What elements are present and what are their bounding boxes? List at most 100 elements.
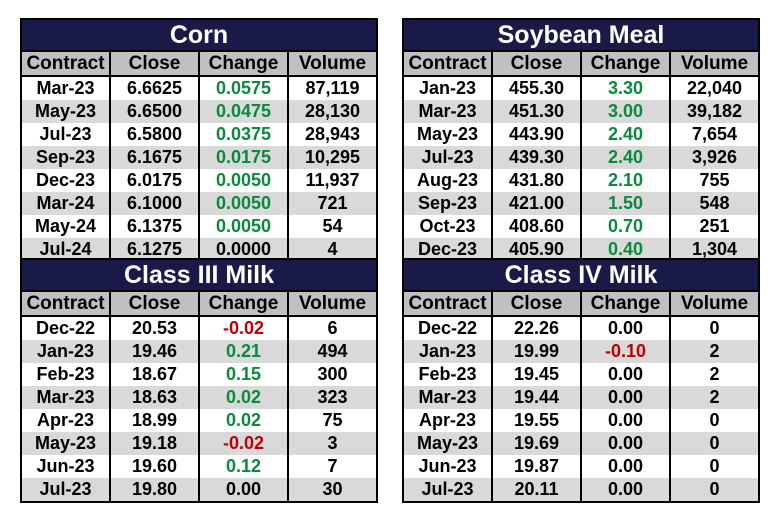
- column-header: Volume: [680, 293, 749, 314]
- volume-cell: 494: [317, 341, 348, 361]
- table-row: Mar-23 18.63 0.02 323: [22, 386, 376, 409]
- close-cell: 18.63: [111, 386, 200, 409]
- volume-cell: 0: [709, 479, 720, 499]
- class-iii-milk-table: Class III Milk Contract Close Change Volume D…: [20, 258, 378, 503]
- close-cell: 19.80: [111, 478, 200, 501]
- table-row: Jan-23 19.46 0.21 494: [22, 340, 376, 363]
- close-cell: 20.11: [493, 478, 582, 501]
- contract-cell: Jun-23: [404, 455, 493, 478]
- change-cell: 0.21: [200, 340, 289, 363]
- volume-cell: 2: [709, 387, 720, 407]
- change-cell: 0.0000: [200, 238, 289, 261]
- change-cell: 0.0050: [200, 215, 289, 238]
- change-cell: 0.00: [582, 432, 671, 455]
- close-cell: 439.30: [493, 146, 582, 169]
- contract-cell: Jul-23: [22, 478, 111, 501]
- close-cell: 19.60: [111, 455, 200, 478]
- table-row: Jun-23 19.60 0.12 7: [22, 455, 376, 478]
- contract-cell: May-23: [404, 432, 493, 455]
- column-header: Volume: [680, 53, 749, 74]
- volume-cell: 3,926: [691, 147, 738, 167]
- volume-cell: 39,182: [686, 101, 743, 121]
- volume-cell: 548: [699, 193, 730, 213]
- volume-cell: 0: [709, 318, 720, 338]
- change-cell: 0.70: [582, 215, 671, 238]
- contract-cell: Sep-23: [22, 146, 111, 169]
- change-cell: 0.00: [200, 478, 289, 501]
- volume-cell: 75: [322, 410, 343, 430]
- volume-cell: 755: [699, 170, 730, 190]
- table-row: Jul-23 439.30 2.40 3,926: [404, 146, 758, 169]
- volume-cell: 28,943: [304, 124, 361, 144]
- table-row: May-24 6.1375 0.0050 54: [22, 215, 376, 238]
- volume-cell: 0: [709, 433, 720, 453]
- table-row: May-23 6.6500 0.0475 28,130: [22, 100, 376, 123]
- column-header: Volume: [298, 293, 367, 314]
- column-header: Close: [493, 292, 582, 315]
- column-header: Volume: [298, 53, 367, 74]
- table-row: Mar-23 6.6625 0.0575 87,119: [22, 77, 376, 100]
- close-cell: 6.1000: [111, 192, 200, 215]
- change-cell: 0.0375: [200, 123, 289, 146]
- contract-cell: Aug-23: [404, 169, 493, 192]
- table-row: May-23 19.18 -0.02 3: [22, 432, 376, 455]
- change-cell: 3.30: [582, 77, 671, 100]
- table-row: Jan-23 19.99 -0.10 2: [404, 340, 758, 363]
- corn-table: Corn Contract Close Change Volume Mar-23 6.662…: [20, 18, 378, 261]
- column-header: Change: [582, 292, 671, 315]
- column-header: Contract: [22, 52, 111, 75]
- close-cell: 18.67: [111, 363, 200, 386]
- header-row: Contract Close Change Volume: [404, 52, 758, 77]
- close-cell: 6.1375: [111, 215, 200, 238]
- change-cell: 0.40: [582, 238, 671, 261]
- volume-cell: 54: [322, 216, 343, 236]
- table-row: Apr-23 19.55 0.00 0: [404, 409, 758, 432]
- table-title: Class III Milk: [22, 260, 376, 292]
- change-cell: 0.0050: [200, 169, 289, 192]
- volume-cell: 2: [709, 341, 720, 361]
- change-cell: 0.15: [200, 363, 289, 386]
- contract-cell: Dec-22: [22, 317, 111, 340]
- table-row: Jun-23 19.87 0.00 0: [404, 455, 758, 478]
- column-header: Change: [582, 52, 671, 75]
- change-cell: 2.10: [582, 169, 671, 192]
- column-header: Change: [200, 52, 289, 75]
- contract-cell: Mar-23: [404, 386, 493, 409]
- class-iv-milk-table: Class IV Milk Contract Close Change Volume De…: [402, 258, 760, 503]
- table-row: Mar-23 19.44 0.00 2: [404, 386, 758, 409]
- table-row: Feb-23 19.45 0.00 2: [404, 363, 758, 386]
- contract-cell: Jul-23: [22, 123, 111, 146]
- column-header: Close: [493, 52, 582, 75]
- volume-cell: 10,295: [304, 147, 361, 167]
- table-title: Class IV Milk: [404, 260, 758, 292]
- table-row: Feb-23 18.67 0.15 300: [22, 363, 376, 386]
- table-row: Apr-23 18.99 0.02 75: [22, 409, 376, 432]
- volume-cell: 721: [317, 193, 348, 213]
- volume-cell: 0: [709, 410, 720, 430]
- contract-cell: Dec-23: [404, 238, 493, 261]
- contract-cell: Feb-23: [404, 363, 493, 386]
- close-cell: 6.5800: [111, 123, 200, 146]
- volume-cell: 7,654: [691, 124, 738, 144]
- contract-cell: May-23: [404, 123, 493, 146]
- table-row: Sep-23 421.00 1.50 548: [404, 192, 758, 215]
- volume-cell: 1,304: [691, 239, 738, 259]
- volume-cell: 300: [317, 364, 348, 384]
- change-cell: 0.0575: [200, 77, 289, 100]
- close-cell: 19.18: [111, 432, 200, 455]
- contract-cell: Oct-23: [404, 215, 493, 238]
- close-cell: 6.1275: [111, 238, 200, 261]
- table-row: Sep-23 6.1675 0.0175 10,295: [22, 146, 376, 169]
- change-cell: 0.00: [582, 478, 671, 501]
- contract-cell: Jun-23: [22, 455, 111, 478]
- contract-cell: Mar-23: [22, 77, 111, 100]
- header-row: Contract Close Change Volume: [404, 292, 758, 317]
- change-cell: -0.02: [200, 317, 289, 340]
- close-cell: 6.6625: [111, 77, 200, 100]
- volume-cell: 323: [317, 387, 348, 407]
- contract-cell: Sep-23: [404, 192, 493, 215]
- contract-cell: May-23: [22, 100, 111, 123]
- change-cell: 0.0050: [200, 192, 289, 215]
- close-cell: 19.87: [493, 455, 582, 478]
- close-cell: 20.53: [111, 317, 200, 340]
